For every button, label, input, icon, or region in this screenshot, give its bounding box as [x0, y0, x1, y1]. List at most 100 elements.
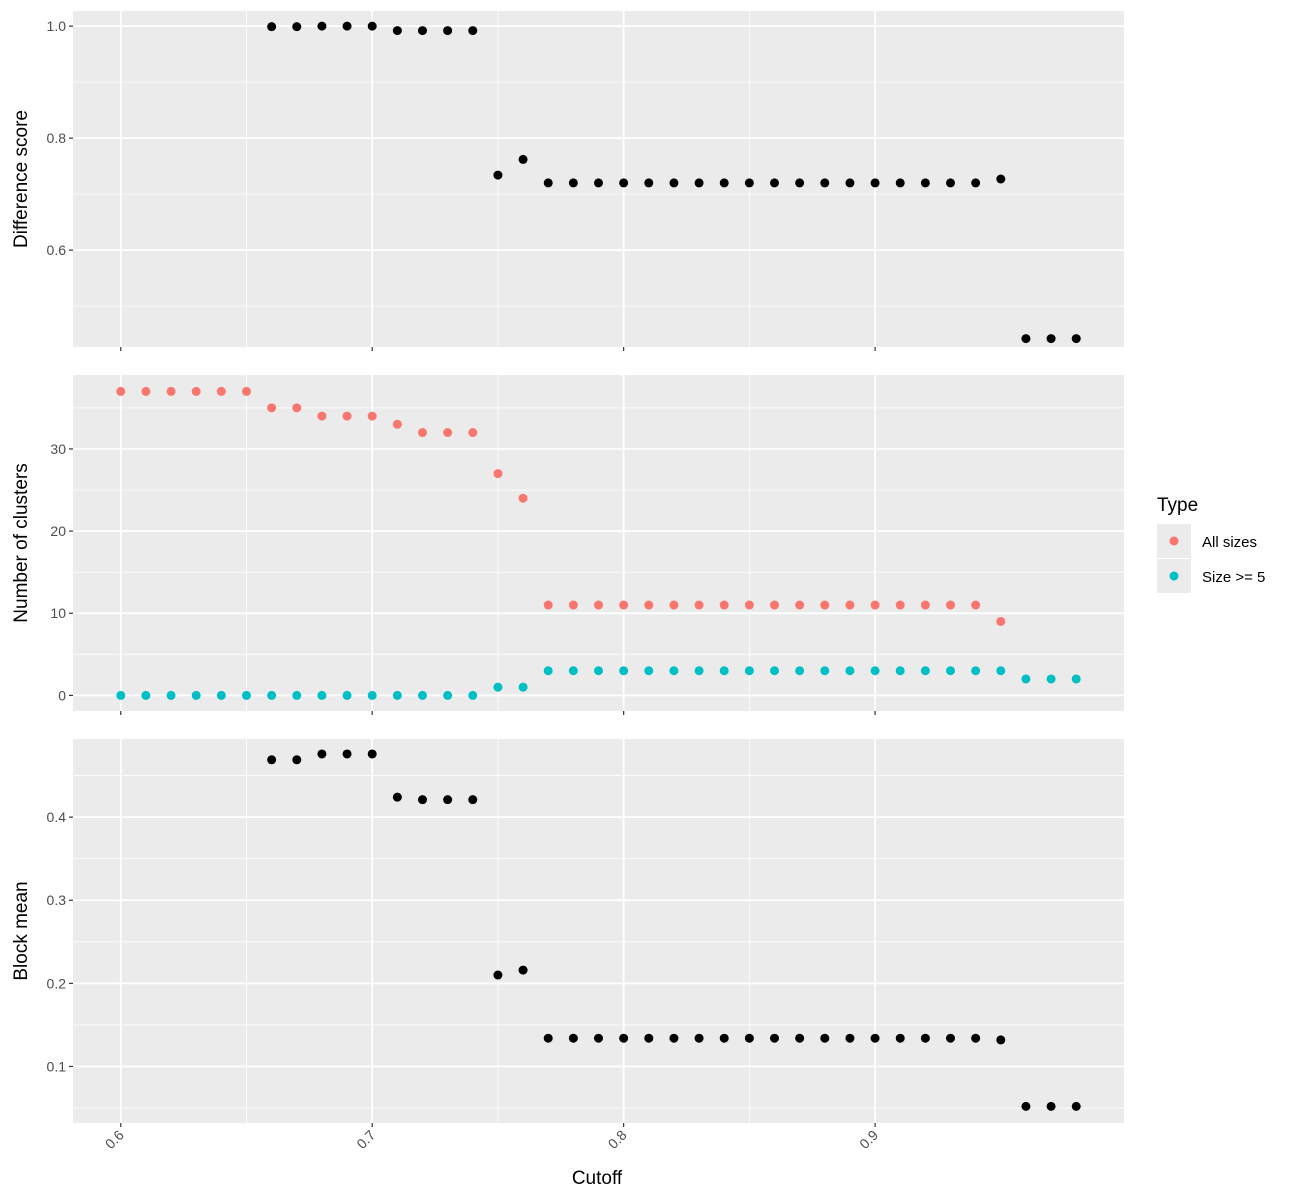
data-point: [443, 690, 453, 700]
data-point: [694, 666, 704, 676]
y-tick-label: 0.4: [47, 809, 67, 825]
panel-3: 0.1 0.2 0.3 0.4 Block mean: [11, 739, 1124, 1127]
panel-background: [73, 375, 1124, 711]
data-point: [744, 600, 754, 610]
data-point: [996, 174, 1006, 184]
y-tick-label: 10: [50, 605, 66, 621]
data-point: [619, 178, 629, 188]
y-tick-label: 0.1: [47, 1058, 67, 1074]
data-point: [845, 666, 855, 676]
legend-label-all-sizes: All sizes: [1202, 534, 1257, 551]
y-tick-label: 1.0: [47, 18, 67, 34]
data-point: [342, 411, 352, 421]
data-point: [292, 755, 302, 765]
data-point: [895, 178, 905, 188]
data-point: [946, 1033, 956, 1043]
data-point: [493, 682, 503, 692]
series-2: [116, 666, 1081, 700]
data-point: [1021, 1101, 1031, 1111]
data-point: [267, 403, 277, 413]
data-point: [443, 428, 453, 438]
data-point: [870, 666, 880, 676]
data-point: [895, 666, 905, 676]
series-1: [267, 21, 1081, 344]
data-point: [1021, 334, 1031, 344]
data-point: [367, 411, 377, 421]
data-point: [141, 386, 151, 396]
panel-1: 0.6 0.8 1.0 Difference score: [11, 11, 1124, 351]
data-point: [920, 1033, 930, 1043]
data-point: [694, 178, 704, 188]
data-point: [116, 386, 126, 396]
data-point: [518, 154, 528, 164]
data-point: [518, 493, 528, 503]
data-point: [216, 386, 226, 396]
data-point: [468, 795, 478, 805]
data-point: [342, 749, 352, 759]
data-point: [518, 965, 528, 975]
data-point: [669, 178, 679, 188]
data-point: [946, 600, 956, 610]
data-point: [317, 749, 327, 759]
data-point: [417, 428, 427, 438]
data-point: [543, 1033, 553, 1043]
data-point: [216, 690, 226, 700]
data-point: [895, 600, 905, 610]
data-point: [920, 178, 930, 188]
legend-key-all-sizes: [1169, 536, 1179, 546]
data-point: [920, 600, 930, 610]
data-point: [770, 178, 780, 188]
data-point: [392, 419, 402, 429]
data-point: [770, 666, 780, 676]
data-point: [795, 666, 805, 676]
data-point: [417, 795, 427, 805]
data-point: [971, 1033, 981, 1043]
data-point: [191, 386, 201, 396]
data-point: [443, 26, 453, 36]
data-point: [744, 666, 754, 676]
data-point: [669, 600, 679, 610]
y-tick-label: 0.3: [47, 892, 67, 908]
data-point: [996, 1035, 1006, 1045]
data-point: [996, 616, 1006, 626]
data-point: [468, 26, 478, 36]
data-point: [719, 600, 729, 610]
data-point: [795, 600, 805, 610]
data-point: [971, 666, 981, 676]
series-1: [267, 749, 1081, 1111]
data-point: [1071, 674, 1081, 684]
data-point: [669, 1033, 679, 1043]
data-point: [543, 600, 553, 610]
data-point: [845, 178, 855, 188]
data-point: [619, 666, 629, 676]
data-point: [669, 666, 679, 676]
data-point: [594, 178, 603, 188]
data-point: [719, 666, 729, 676]
data-point: [644, 178, 654, 188]
y-tick-label: 0.6: [47, 242, 67, 258]
legend-label-size-5: Size >= 5: [1202, 569, 1265, 586]
y-axis-title: Block mean: [11, 881, 32, 980]
y-tick-label: 20: [50, 523, 66, 539]
data-point: [367, 749, 377, 759]
data-point: [946, 666, 956, 676]
data-point: [116, 690, 126, 700]
data-point: [820, 178, 830, 188]
data-point: [568, 1033, 578, 1043]
data-point: [594, 1033, 603, 1043]
data-point: [845, 600, 855, 610]
y-tick-label: 0.8: [47, 130, 67, 146]
data-point: [267, 22, 277, 32]
data-point: [594, 600, 603, 610]
y-tick-label: 0: [58, 687, 66, 703]
data-point: [1021, 674, 1031, 684]
data-point: [417, 26, 427, 36]
data-point: [619, 1033, 629, 1043]
data-point: [694, 1033, 704, 1043]
data-point: [267, 690, 277, 700]
data-point: [292, 403, 302, 413]
y-axis-title: Number of clusters: [11, 463, 32, 622]
data-point: [971, 600, 981, 610]
data-point: [568, 178, 578, 188]
